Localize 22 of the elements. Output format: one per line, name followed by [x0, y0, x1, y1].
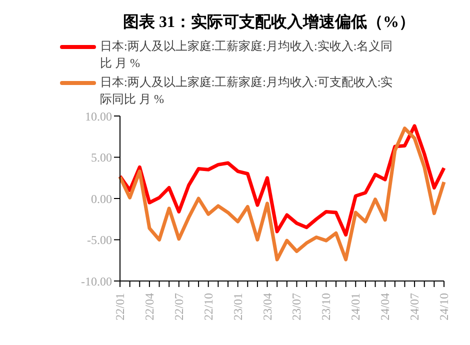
x-tick-label: 22/10 [201, 293, 216, 320]
x-tick-label: 24/01 [348, 293, 363, 320]
legend-label: 日本:两人及以上家庭:工薪家庭:月均收入:实收入:名义同比 月 % [100, 38, 394, 72]
x-tick-label: 23/10 [319, 293, 334, 320]
y-tick-label: -5.00 [87, 233, 112, 248]
x-tick-label: 23/04 [260, 293, 274, 320]
y-tick-label: -10.00 [81, 274, 112, 288]
x-tick-label: 24/04 [378, 293, 392, 320]
x-tick-label: 22/07 [172, 293, 186, 320]
y-tick-label: 10.00 [85, 109, 112, 124]
x-tick-label: 22/04 [142, 293, 156, 320]
x-tick-label: 24/07 [408, 293, 422, 320]
line-series [118, 124, 446, 237]
x-tick-label: 23/01 [230, 293, 245, 320]
x-tick-label: 23/07 [290, 293, 304, 320]
y-tick-label: 5.00 [91, 150, 112, 165]
x-tick-label: 22/01 [113, 293, 127, 320]
line-series [118, 126, 446, 262]
legend-label: 日本:两人及以上家庭:工薪家庭:月均收入:可支配收入:实际同比 月 % [100, 74, 394, 108]
x-tick-label: 24/10 [437, 293, 451, 320]
chart-title: 图表 31：实际可支配收入增速偏低（%） [122, 12, 416, 33]
y-tick-label: 0.00 [91, 192, 112, 206]
